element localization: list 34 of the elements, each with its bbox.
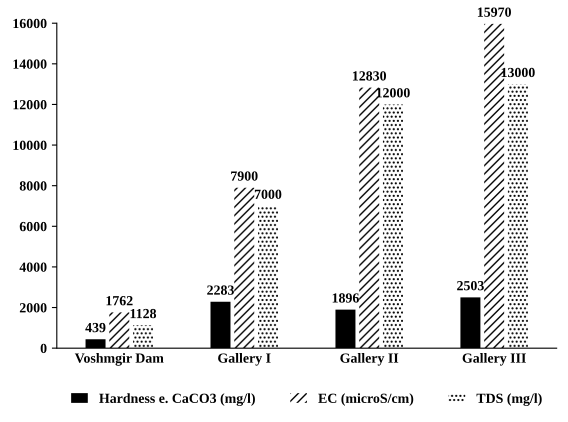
bar	[508, 84, 528, 348]
data-label: 13000	[502, 68, 535, 78]
data-label: 2283	[207, 285, 234, 295]
bar	[133, 325, 154, 348]
legend-label: TDS (mg/l)	[476, 393, 542, 406]
data-label: 2503	[457, 280, 484, 290]
legend-label: EC (microS/cm)	[318, 393, 414, 406]
data-label: 439	[85, 322, 106, 332]
bar	[234, 188, 254, 348]
data-label: 7000	[254, 190, 282, 199]
bar	[109, 312, 130, 348]
data-label: 7900	[231, 171, 258, 181]
x-tick-label: Gallery II	[340, 353, 398, 366]
y-tick-label: 8000	[20, 181, 47, 191]
y-tick-label: 14000	[13, 59, 47, 69]
data-label: 1762	[106, 296, 133, 306]
bar	[382, 104, 403, 348]
x-tick-label: Voshmgir Dam	[74, 353, 164, 366]
data-label: 12830	[352, 71, 386, 81]
y-tick-label: 6000	[20, 222, 47, 232]
y-tick-label: 16000	[13, 18, 47, 28]
data-label: 12000	[376, 88, 410, 98]
y-tick-label: 10000	[13, 140, 47, 150]
x-tick-label: Gallery I	[218, 353, 271, 366]
x-tick-label: Gallery III	[462, 353, 526, 366]
legend-label: Hardness e. CaCO3 (mg/l)	[99, 393, 255, 406]
data-label: 1896	[332, 293, 359, 303]
data-label: 15970	[478, 7, 511, 17]
bar	[258, 206, 278, 348]
y-tick-label: 12000	[13, 100, 47, 110]
y-tick-label: 2000	[20, 303, 47, 312]
y-tick-label: 0	[40, 344, 47, 354]
data-label: 1128	[130, 308, 156, 318]
y-tick-label: 4000	[19, 262, 47, 272]
